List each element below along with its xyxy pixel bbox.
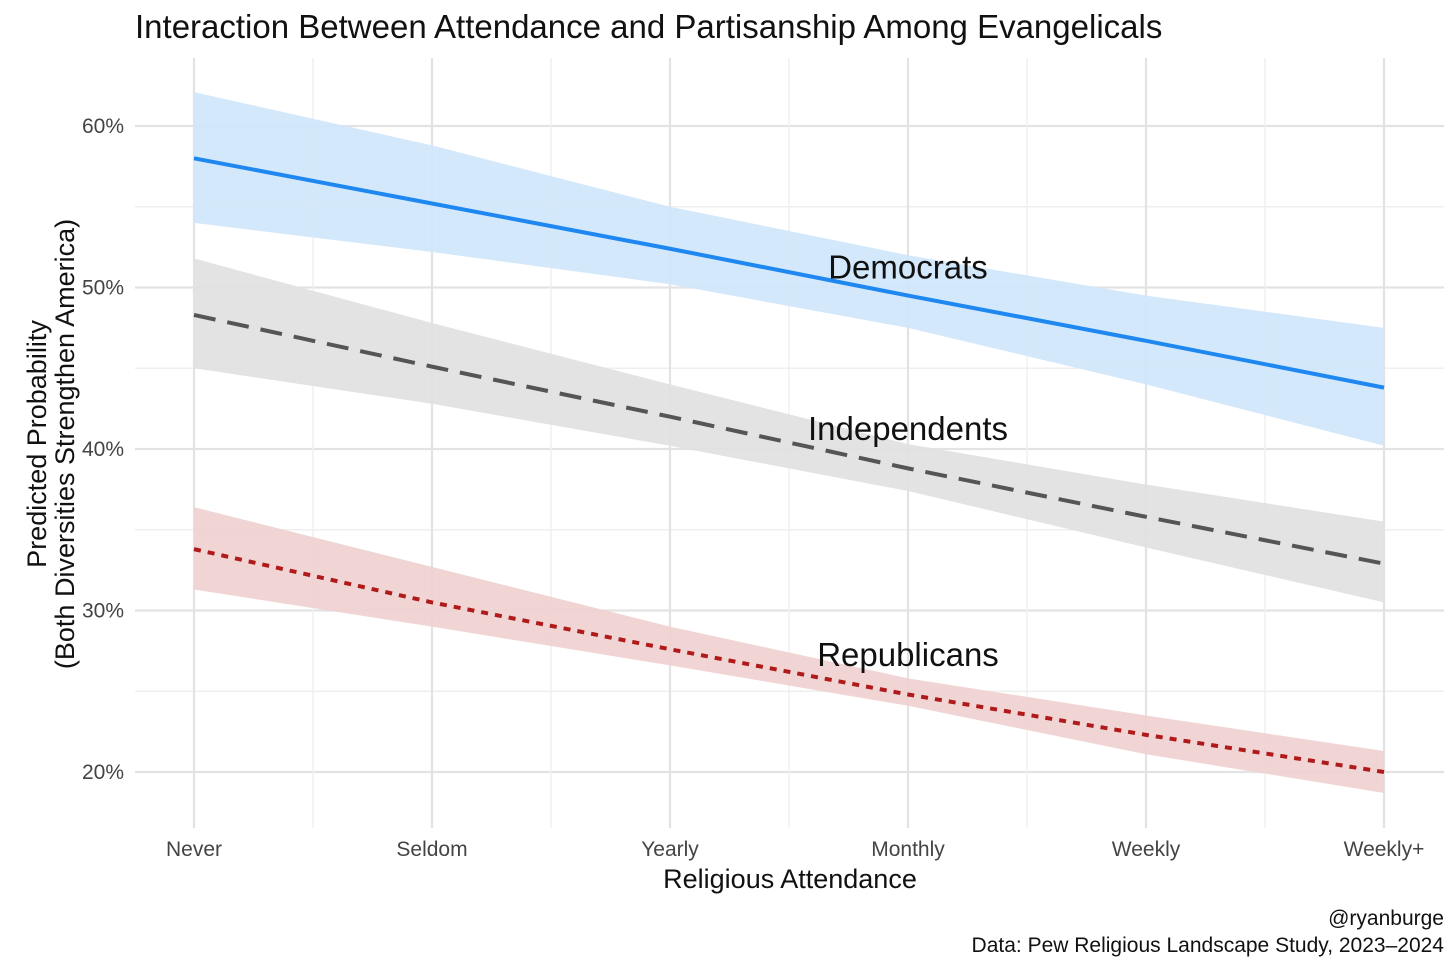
- line-republicans: [193, 547, 1385, 774]
- x-tick-label: Weekly+: [1344, 838, 1425, 861]
- band-independents: [194, 258, 1384, 603]
- x-tick-label: Never: [166, 838, 222, 861]
- x-tick-label: Weekly: [1112, 838, 1181, 861]
- y-tick-label: 30%: [82, 600, 124, 623]
- x-tick-label: Yearly: [641, 838, 699, 861]
- series-annotations: Democrats Independents Republicans: [808, 249, 1008, 674]
- annotation-republicans: Republicans: [817, 636, 999, 673]
- chart-title: Interaction Between Attendance and Parti…: [135, 8, 1162, 45]
- y-axis-title-line-2: (Both Diversities Strengthen America): [50, 219, 80, 669]
- confidence-bands: [194, 92, 1384, 793]
- x-tick-label: Monthly: [871, 838, 945, 861]
- series-lines: [193, 156, 1385, 774]
- y-tick-label: 40%: [82, 438, 124, 461]
- y-tick-label: 50%: [82, 277, 124, 300]
- y-axis-title: Predicted Probability (Both Diversities …: [22, 219, 80, 669]
- band-democrats: [194, 92, 1384, 446]
- y-tick-label: 20%: [82, 761, 124, 784]
- x-axis-ticks: Never Seldom Yearly Monthly Weekly Weekly+: [166, 838, 1424, 861]
- x-axis-title: Religious Attendance: [663, 864, 917, 894]
- annotation-democrats: Democrats: [828, 249, 988, 286]
- caption-handle: @ryanburge: [1328, 907, 1444, 930]
- y-axis-ticks: 20% 30% 40% 50% 60%: [82, 115, 124, 784]
- annotation-independents: Independents: [808, 410, 1008, 447]
- x-tick-label: Seldom: [396, 838, 467, 861]
- line-democrats: [193, 156, 1385, 390]
- y-tick-label: 60%: [82, 115, 124, 138]
- band-republicans: [194, 507, 1384, 793]
- caption-source: Data: Pew Religious Landscape Study, 202…: [972, 934, 1445, 957]
- y-axis-title-line-1: Predicted Probability: [22, 320, 52, 568]
